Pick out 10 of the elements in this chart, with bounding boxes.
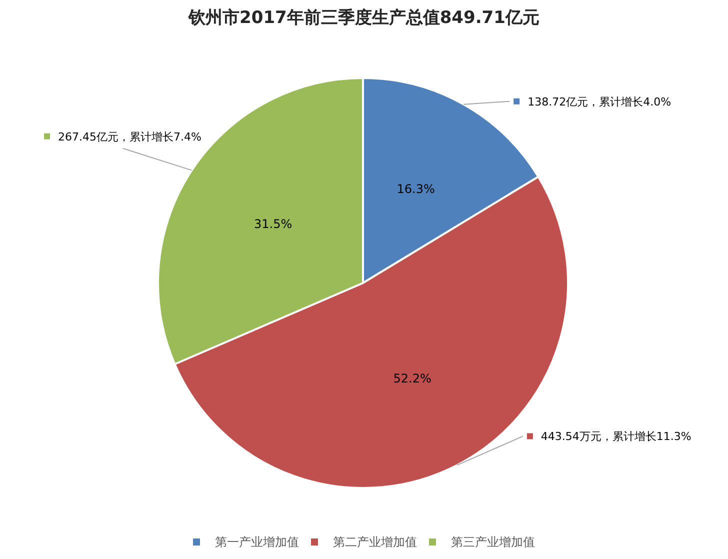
- text: 16.3%: [396, 182, 435, 196]
- chart-title: 钦州市2017年前三季度生产总值849.71亿元: [188, 8, 540, 28]
- legend-label: 第二产业增加值: [333, 535, 417, 549]
- text: 31.5%: [254, 216, 292, 231]
- legend-label: 第一产业增加值: [215, 535, 299, 549]
- data-label: 267.45亿元，累计增长7.4%: [58, 130, 202, 143]
- data-label: 443.54万元，累计增长11.3%: [540, 430, 692, 443]
- text: 52.2%: [393, 372, 432, 386]
- data-label: 138.72亿元，累计增长4.0%: [528, 94, 672, 108]
- legend-label: 第三产业增加值: [451, 535, 535, 549]
